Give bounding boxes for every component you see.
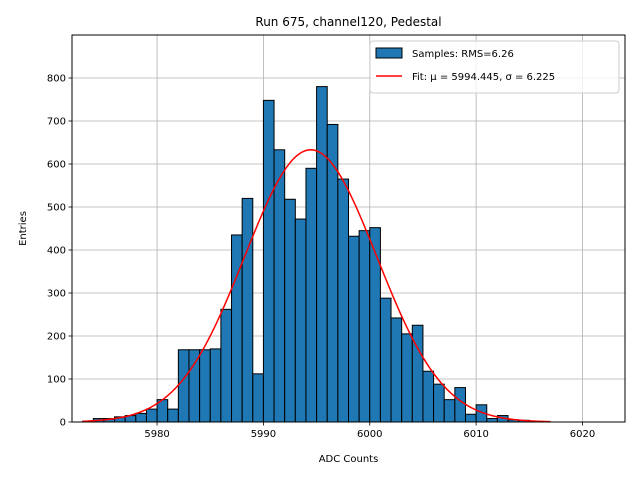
x-tick-label: 6020 (570, 429, 595, 440)
histogram-bar (231, 234, 243, 423)
legend-box (369, 40, 620, 94)
histogram-bar (294, 218, 307, 423)
histogram-bar (443, 399, 456, 423)
legend-fit-label: Fit: μ = 5994.445, σ = 6.225 (412, 72, 555, 83)
histogram-bar (337, 178, 350, 423)
histogram-bar (177, 349, 190, 423)
y-tick-label: 500 (47, 203, 66, 214)
histogram-bar (199, 349, 211, 423)
histogram-bar (252, 373, 264, 423)
legend-samples-swatch (375, 47, 403, 59)
y-tick-label: 200 (47, 332, 66, 343)
gaussian-fit-curve (82, 149, 551, 423)
histogram-bar (284, 198, 296, 423)
x-tick-label: 5990 (251, 429, 276, 440)
histogram-bar (433, 383, 445, 423)
histogram-bar (188, 349, 201, 423)
histogram-bar (135, 412, 147, 423)
y-tick-label: 0 (60, 418, 66, 429)
histogram-bar (379, 297, 392, 423)
x-tick-label: 5980 (144, 429, 169, 440)
histogram-bar (273, 149, 286, 423)
histogram-bar (401, 333, 413, 423)
y-tick-label: 600 (47, 160, 66, 171)
legend-samples-label: Samples: RMS=6.26 (412, 49, 514, 60)
histogram-bar (262, 99, 275, 423)
plot-frame (71, 34, 626, 423)
histogram-bar (454, 387, 466, 423)
histogram-bar (145, 408, 158, 423)
histogram-bar (358, 230, 371, 423)
tick-layer: 5980 5990 6000 6010 6020 0 100 200 300 400 500 600 7… (47, 74, 595, 441)
histogram-bar (241, 197, 254, 423)
histogram-bar (220, 308, 233, 423)
y-tick-label: 400 (47, 246, 66, 257)
bar-layer (82, 86, 541, 423)
y-tick-label: 100 (47, 375, 66, 386)
x-axis-label: ADC Counts (319, 454, 379, 465)
histogram-bar (486, 418, 498, 423)
y-tick-label: 800 (47, 74, 66, 85)
histogram-bar (369, 227, 381, 423)
histogram-bar (422, 370, 435, 423)
histogram-bar (167, 408, 179, 423)
legend: Samples: RMS=6.26 Fit: μ = 5994.445, σ =… (369, 40, 620, 94)
y-tick-label: 700 (47, 117, 66, 128)
histogram-bar (305, 167, 318, 423)
histogram-bar (316, 86, 328, 423)
y-tick-label: 300 (47, 289, 66, 300)
fit-layer (82, 149, 551, 423)
x-tick-label: 6010 (463, 429, 488, 440)
histogram-bar (464, 413, 477, 423)
y-axis-label: Entries (18, 211, 29, 246)
x-tick-label: 6000 (357, 429, 382, 440)
histogram-bar (209, 348, 222, 423)
histogram-bar (390, 317, 403, 423)
histogram-bar (348, 235, 360, 423)
chart-title: Run 675, channel120, Pedestal (255, 15, 441, 29)
